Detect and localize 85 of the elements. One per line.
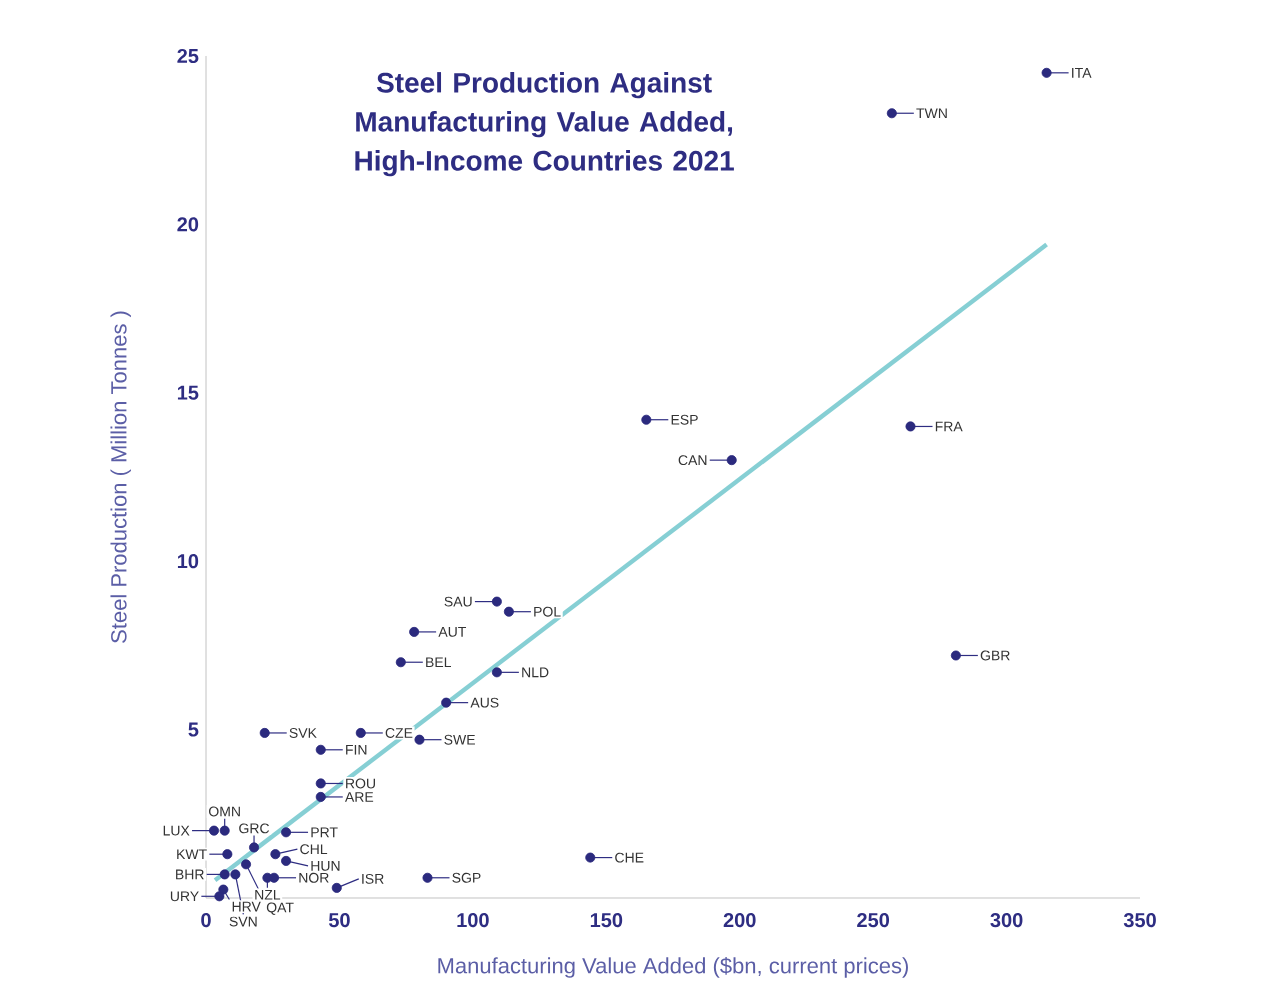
- point: [222, 849, 233, 860]
- point: [414, 734, 425, 745]
- point: [422, 872, 433, 883]
- point: [491, 596, 502, 607]
- point: [491, 667, 502, 678]
- annotation: ITA: [1072, 68, 1092, 78]
- annotation: TWN: [916, 108, 947, 119]
- point: [281, 827, 292, 838]
- annotation: CZE: [385, 728, 413, 738]
- annotation: BEL: [426, 657, 451, 668]
- y-tick-label: 10: [177, 554, 199, 569]
- point: [259, 727, 270, 738]
- annotation: QAT: [266, 902, 294, 915]
- point: [315, 791, 326, 802]
- x-tick-label: 50: [328, 913, 350, 928]
- annotation: CHE: [615, 852, 644, 863]
- point: [209, 825, 220, 836]
- y-tick-label: 25: [177, 48, 199, 64]
- x-tick-label: 300: [990, 913, 1023, 928]
- text: Steel Production Against Manufacturing Value Added, High-Income Countries 2021: [355, 72, 734, 177]
- point: [219, 869, 230, 880]
- annotation: CHL: [300, 844, 328, 855]
- annotation: KWT: [177, 849, 207, 860]
- point: [219, 825, 230, 836]
- x-tick-label: 350: [1123, 913, 1156, 928]
- point: [281, 855, 292, 866]
- point: [331, 882, 342, 893]
- point: [441, 697, 452, 708]
- point: [270, 849, 281, 860]
- annotation: URY: [170, 891, 199, 902]
- x-tick-label: 0: [201, 913, 211, 928]
- point: [269, 872, 280, 883]
- x-tick-label: 250: [857, 913, 890, 928]
- annotation: ARE: [344, 792, 374, 802]
- y-axis-title: Steel Production ( Million Tonnes ): [110, 311, 131, 643]
- y-tick-label: 15: [177, 385, 199, 400]
- point: [950, 650, 961, 661]
- annotation: FIN: [346, 744, 367, 755]
- x-axis-title: Manufacturing Value Added ($bn, current prices): [438, 956, 908, 978]
- annotation: ISR: [362, 873, 384, 884]
- x-tick-label: 150: [590, 913, 623, 928]
- point: [503, 606, 514, 617]
- annotation: SWE: [444, 734, 475, 745]
- annotation: ESP: [671, 414, 698, 425]
- y-tick-label: 20: [177, 217, 199, 232]
- point: [905, 421, 916, 432]
- point: [249, 842, 260, 853]
- annotation: SGP: [452, 872, 481, 883]
- annotation: SVK: [289, 728, 317, 738]
- annotation: NLD: [522, 667, 549, 678]
- point: [585, 852, 596, 863]
- annotation: BHR: [176, 869, 204, 880]
- annotation: SVN: [229, 916, 257, 927]
- point: [218, 884, 229, 895]
- annotation: AUS: [470, 697, 499, 708]
- point: [395, 657, 406, 668]
- annotation: NOR: [299, 872, 329, 883]
- point: [1041, 67, 1052, 78]
- x-tick-label: 100: [457, 913, 489, 928]
- annotation: GBR: [980, 650, 1010, 661]
- annotation: CAN: [678, 455, 707, 466]
- annotation: GRC: [239, 823, 270, 834]
- annotation: HUN: [311, 861, 340, 871]
- annotation: HRV: [232, 901, 261, 912]
- point: [241, 859, 252, 870]
- x-tick-label: 200: [723, 913, 756, 928]
- point: [409, 626, 420, 637]
- point: [214, 891, 225, 902]
- point: [641, 414, 652, 425]
- point: [315, 744, 326, 755]
- annotation: POL: [534, 606, 561, 617]
- annotation: NZL: [255, 889, 281, 900]
- annotation: LUX: [163, 825, 190, 836]
- point: [230, 869, 241, 880]
- annotation: AUT: [438, 627, 467, 637]
- annotation: PRT: [311, 827, 338, 838]
- y-tick-label: 5: [188, 722, 199, 737]
- point: [886, 108, 897, 119]
- annotation: ROU: [346, 778, 375, 789]
- point: [315, 778, 326, 789]
- annotation: FRA: [935, 421, 963, 432]
- point: [726, 455, 737, 466]
- point: [355, 727, 366, 738]
- annotation: SAU: [444, 596, 472, 607]
- annotation: OMN: [209, 806, 240, 817]
